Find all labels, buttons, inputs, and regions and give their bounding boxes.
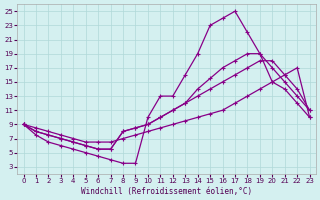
X-axis label: Windchill (Refroidissement éolien,°C): Windchill (Refroidissement éolien,°C) [81, 187, 252, 196]
